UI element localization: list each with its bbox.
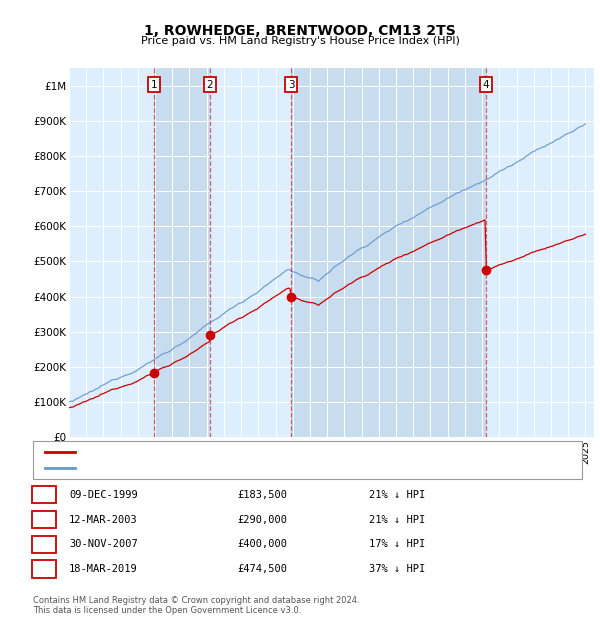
Bar xyxy=(154,68,210,437)
Text: 18-MAR-2019: 18-MAR-2019 xyxy=(69,564,138,574)
Text: 1: 1 xyxy=(151,80,157,90)
Text: 4: 4 xyxy=(41,564,48,574)
Text: 1, ROWHEDGE, BRENTWOOD, CM13 2TS: 1, ROWHEDGE, BRENTWOOD, CM13 2TS xyxy=(144,24,456,38)
Text: £400,000: £400,000 xyxy=(237,539,287,549)
Text: 2: 2 xyxy=(41,515,48,525)
Text: 2: 2 xyxy=(206,80,213,90)
Text: 21% ↓ HPI: 21% ↓ HPI xyxy=(369,515,425,525)
Text: 17% ↓ HPI: 17% ↓ HPI xyxy=(369,539,425,549)
Text: 12-MAR-2003: 12-MAR-2003 xyxy=(69,515,138,525)
Bar xyxy=(291,68,486,437)
Text: 1, ROWHEDGE, BRENTWOOD, CM13 2TS (detached house): 1, ROWHEDGE, BRENTWOOD, CM13 2TS (detach… xyxy=(81,447,386,457)
Text: £290,000: £290,000 xyxy=(237,515,287,525)
Text: 3: 3 xyxy=(41,539,48,549)
Text: 4: 4 xyxy=(482,80,489,90)
Text: HPI: Average price, detached house, Brentwood: HPI: Average price, detached house, Bren… xyxy=(81,463,330,473)
Text: 3: 3 xyxy=(288,80,295,90)
Text: Contains HM Land Registry data © Crown copyright and database right 2024.
This d: Contains HM Land Registry data © Crown c… xyxy=(33,596,359,615)
Text: 30-NOV-2007: 30-NOV-2007 xyxy=(69,539,138,549)
Text: £474,500: £474,500 xyxy=(237,564,287,574)
Text: 37% ↓ HPI: 37% ↓ HPI xyxy=(369,564,425,574)
Text: £183,500: £183,500 xyxy=(237,490,287,500)
Text: 21% ↓ HPI: 21% ↓ HPI xyxy=(369,490,425,500)
Text: 09-DEC-1999: 09-DEC-1999 xyxy=(69,490,138,500)
Text: 1: 1 xyxy=(41,490,48,500)
Text: Price paid vs. HM Land Registry's House Price Index (HPI): Price paid vs. HM Land Registry's House … xyxy=(140,36,460,46)
